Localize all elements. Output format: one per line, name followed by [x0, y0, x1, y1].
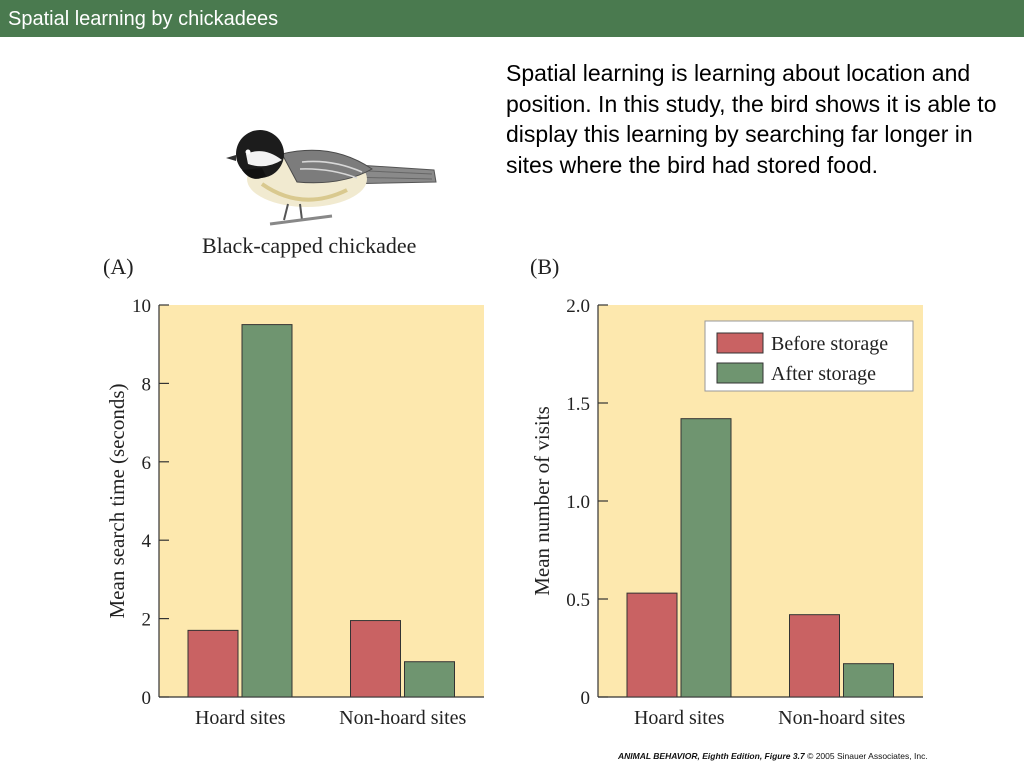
y-tick-label: 8 [142, 374, 152, 395]
chickadee-illustration [226, 130, 437, 226]
bar [241, 324, 293, 698]
bird-caption: Black-capped chickadee [202, 233, 417, 258]
title-bar: Spatial learning by chickadees [0, 0, 1024, 37]
x-tick-label: Non-hoard sites [339, 707, 466, 729]
y-tick-label: 1.5 [566, 394, 590, 415]
bar [626, 592, 678, 698]
description-text: Spatial learning is learning about locat… [506, 60, 997, 178]
slide-title: Spatial learning by chickadees [8, 8, 279, 30]
legend-swatch [716, 332, 764, 354]
y-tick-label: 0 [581, 688, 591, 709]
y-tick-label: 0 [142, 688, 152, 709]
chart-a: 0 2 4 6 8 10 Hoard sites Non-hoard sites Mean se… [105, 296, 484, 729]
panel-label-b: (B) [530, 254, 560, 279]
y-tick-label: 2.0 [566, 296, 590, 317]
bar [843, 663, 894, 698]
y-axis-label: Mean search time (seconds) [105, 384, 129, 619]
y-tick-label: 1.0 [566, 492, 590, 513]
legend-swatch [716, 362, 764, 384]
y-tick-label: 6 [142, 453, 152, 474]
bar [680, 418, 732, 698]
chart-b: 0 0.5 1.0 1.5 2.0 Hoard sites Non-hoard sites M… [530, 296, 923, 729]
credit-rest: © 2005 Sinauer Associates, Inc. [804, 751, 928, 761]
x-tick-label: Hoard sites [634, 707, 725, 729]
y-tick-label: 0.5 [566, 590, 590, 611]
bar [187, 629, 239, 698]
bar [350, 620, 401, 698]
y-tick-label: 2 [142, 610, 152, 631]
bar [789, 614, 840, 698]
figure-credit: ANIMAL BEHAVIOR, Eighth Edition, Figure … [618, 751, 928, 761]
x-tick-label: Hoard sites [195, 707, 286, 729]
credit-book: ANIMAL BEHAVIOR, Eighth Edition, Figure … [618, 751, 805, 761]
legend-label: Before storage [771, 333, 888, 355]
y-tick-label: 10 [132, 296, 151, 317]
y-axis-label: Mean number of visits [530, 406, 554, 596]
legend-label: After storage [771, 363, 876, 385]
y-tick-label: 4 [142, 531, 152, 552]
x-tick-label: Non-hoard sites [778, 707, 905, 729]
panel-label-a: (A) [103, 254, 134, 279]
bar [404, 661, 455, 698]
